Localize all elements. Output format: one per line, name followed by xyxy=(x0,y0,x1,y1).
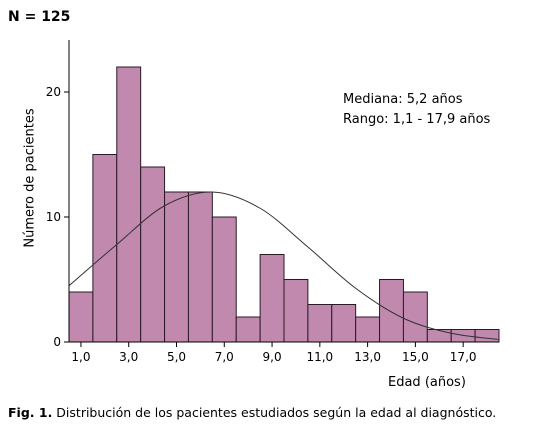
axes xyxy=(68,40,499,343)
histogram-bar xyxy=(259,254,285,343)
y-tick-label: 20 xyxy=(46,85,61,99)
x-axis-label: Edad (años) xyxy=(388,375,466,390)
normal-curve xyxy=(68,191,500,340)
histogram-bar xyxy=(355,316,381,343)
x-tick-label: 1,0 xyxy=(71,350,90,364)
histogram-bar xyxy=(379,279,404,343)
histogram-bar xyxy=(187,191,213,343)
caption-text: Distribución de los pacientes estudiados… xyxy=(52,405,497,420)
histogram-bar xyxy=(426,329,452,343)
histogram-bars xyxy=(68,66,500,343)
figure-caption: Fig. 1. Distribución de los pacientes es… xyxy=(8,405,496,420)
x-tick-label: 13,0 xyxy=(354,350,381,364)
sample-size-label: N = 125 xyxy=(8,9,71,25)
histogram-bar xyxy=(402,291,428,343)
histogram-bar xyxy=(164,191,189,343)
caption-prefix: Fig. 1. xyxy=(8,405,53,420)
x-tick-label: 7,0 xyxy=(215,350,234,364)
histogram-bar xyxy=(283,279,309,343)
median-annotation: Mediana: 5,2 años xyxy=(343,92,463,107)
histogram-bar xyxy=(474,329,500,343)
x-tick-label: 11,0 xyxy=(306,350,333,364)
range-annotation: Rango: 1,1 - 17,9 años xyxy=(343,112,491,127)
x-tick-label: 9,0 xyxy=(263,350,282,364)
histogram-bar xyxy=(92,154,118,343)
histogram-bar xyxy=(116,66,142,343)
x-tick-label: 5,0 xyxy=(167,350,186,364)
x-tick-label: 3,0 xyxy=(119,350,138,364)
y-axis-label: Número de pacientes xyxy=(22,108,38,248)
histogram-bar xyxy=(211,216,237,343)
x-tick-label: 15,0 xyxy=(402,350,429,364)
summary-stats: Mediana: 5,2 años Rango: 1,1 - 17,9 años xyxy=(343,90,490,130)
y-axis-ticks: 0 10 20 xyxy=(46,85,69,349)
histogram-bar xyxy=(331,304,357,343)
histogram-bar xyxy=(140,166,166,343)
histogram-bar xyxy=(68,291,94,343)
y-tick-label: 10 xyxy=(46,210,61,224)
x-axis-ticks: 1,0 3,0 5,0 7,0 9,0 11,0 13,0 15,0 17,0 xyxy=(71,342,477,364)
histogram-bar xyxy=(235,316,261,343)
y-tick-label: 0 xyxy=(53,335,61,349)
histogram-bar xyxy=(307,304,333,343)
x-tick-label: 17,0 xyxy=(450,350,477,364)
